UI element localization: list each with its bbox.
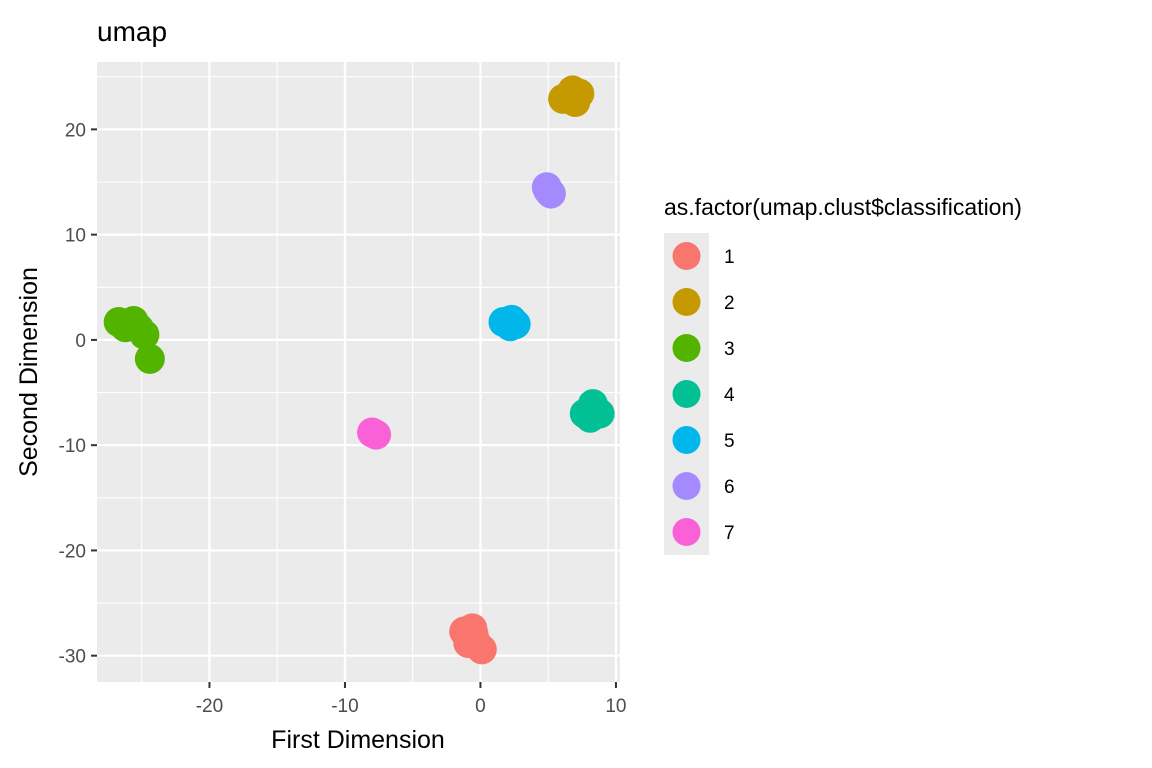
- panel-background: [97, 62, 620, 682]
- x-tick-label: -20: [196, 696, 223, 717]
- y-axis-title: Second Dimension: [15, 267, 43, 477]
- legend-title: as.factor(umap.clust$classification): [664, 194, 1022, 220]
- x-tick-label: 10: [605, 696, 626, 717]
- legend-item-label: 5: [724, 431, 735, 452]
- legend-item-label: 6: [724, 477, 735, 498]
- legend-key-swatch: [672, 242, 701, 270]
- x-axis-title: First Dimension: [271, 726, 445, 754]
- y-tick-label: 0: [75, 331, 86, 352]
- data-point-cluster-2: [553, 80, 584, 111]
- legend-key-swatch: [672, 288, 701, 316]
- x-tick-label: 0: [475, 696, 486, 717]
- legend-key-swatch: [672, 334, 701, 362]
- legend-item-label: 4: [724, 385, 735, 406]
- legend: as.factor(umap.clust$classification) 1 2 3…: [664, 194, 1022, 555]
- legend-item-label: 2: [724, 293, 735, 314]
- legend-key-swatch: [672, 518, 701, 546]
- data-point-cluster-1: [457, 613, 488, 644]
- y-axis: -30 -20 -10 0 10 20: [59, 120, 97, 668]
- y-tick-label: -30: [59, 647, 86, 668]
- y-tick-label: 10: [65, 226, 86, 247]
- legend-keys: 1 2 3 4 5 6 7: [664, 233, 735, 555]
- legend-key-swatch: [672, 426, 701, 454]
- y-tick-label: -20: [59, 541, 86, 562]
- data-point-cluster-3: [129, 319, 160, 350]
- y-tick-label: -10: [59, 436, 86, 457]
- x-tick-label: -10: [331, 696, 358, 717]
- plot-panel: [97, 62, 620, 682]
- data-point-cluster-7: [361, 419, 392, 450]
- legend-key-swatch: [672, 380, 701, 408]
- data-point-cluster-4: [575, 402, 606, 433]
- grid-major: [97, 62, 620, 682]
- y-tick-label: 20: [65, 120, 86, 141]
- chart-title: umap: [97, 16, 167, 47]
- grid-minor: [97, 62, 620, 682]
- legend-item-label: 3: [724, 339, 735, 360]
- data-point-cluster-5: [495, 311, 526, 342]
- legend-item-label: 7: [724, 523, 735, 544]
- data-points: [103, 75, 615, 665]
- x-axis: -20 -10 0 10: [196, 682, 627, 717]
- data-point-cluster-3: [134, 343, 165, 374]
- legend-item-label: 1: [724, 247, 735, 268]
- legend-key-swatch: [672, 472, 701, 500]
- data-point-cluster-6: [533, 175, 564, 206]
